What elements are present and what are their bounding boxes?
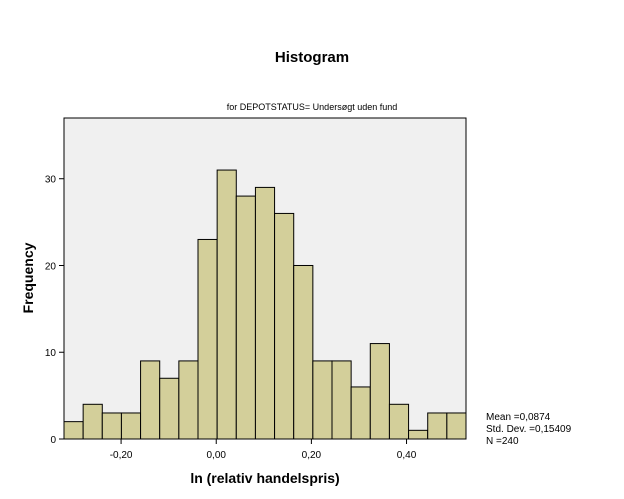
y-tick-label: 30: [45, 175, 57, 186]
histogram-bar: [331, 360, 352, 440]
stats-n: N =240: [486, 436, 519, 447]
histogram-bar: [216, 169, 237, 440]
histogram-bar: [427, 412, 448, 440]
chart-title: Histogram: [275, 49, 349, 66]
histogram-bar: [159, 377, 180, 440]
y-tick-label: 10: [45, 348, 57, 359]
histogram-bar: [197, 238, 218, 440]
x-tick-label: -0,20: [110, 450, 133, 461]
histogram-bar: [63, 421, 84, 440]
histogram-bar: [235, 195, 256, 440]
y-axis-label: Frequency: [20, 242, 36, 313]
histogram-bar: [408, 429, 429, 440]
histogram-bar: [293, 264, 314, 440]
y-tick-label: 0: [50, 435, 56, 446]
histogram-bars: [63, 169, 467, 440]
histogram-bar: [101, 412, 122, 440]
chart-subtitle: for DEPOTSTATUS= Undersøgt uden fund: [227, 102, 398, 112]
histogram-bar: [274, 212, 295, 440]
histogram-bar: [350, 386, 371, 440]
histogram-bar: [446, 412, 467, 440]
histogram-bar: [120, 412, 142, 440]
x-tick-label: 0,20: [302, 450, 322, 461]
y-tick-label: 20: [45, 261, 57, 272]
x-axis: -0,20 0,00 0,20 0,40: [110, 439, 417, 461]
histogram-bar: [388, 403, 410, 440]
histogram-bar: [82, 403, 103, 440]
histogram-bar: [254, 186, 276, 440]
stats-std-dev: Std. Dev. =0,15409: [486, 424, 572, 435]
x-axis-label: ln (relativ handelspris): [190, 470, 339, 486]
x-tick-label: 0,00: [207, 450, 227, 461]
histogram-bar: [140, 360, 161, 440]
y-axis: 0 10 20 30: [45, 175, 64, 446]
histogram-bar: [312, 360, 333, 440]
stats-mean: Mean =0,0874: [486, 412, 551, 423]
histogram-bar: [178, 360, 199, 440]
x-tick-label: 0,40: [397, 450, 417, 461]
histogram-bar: [369, 343, 390, 440]
